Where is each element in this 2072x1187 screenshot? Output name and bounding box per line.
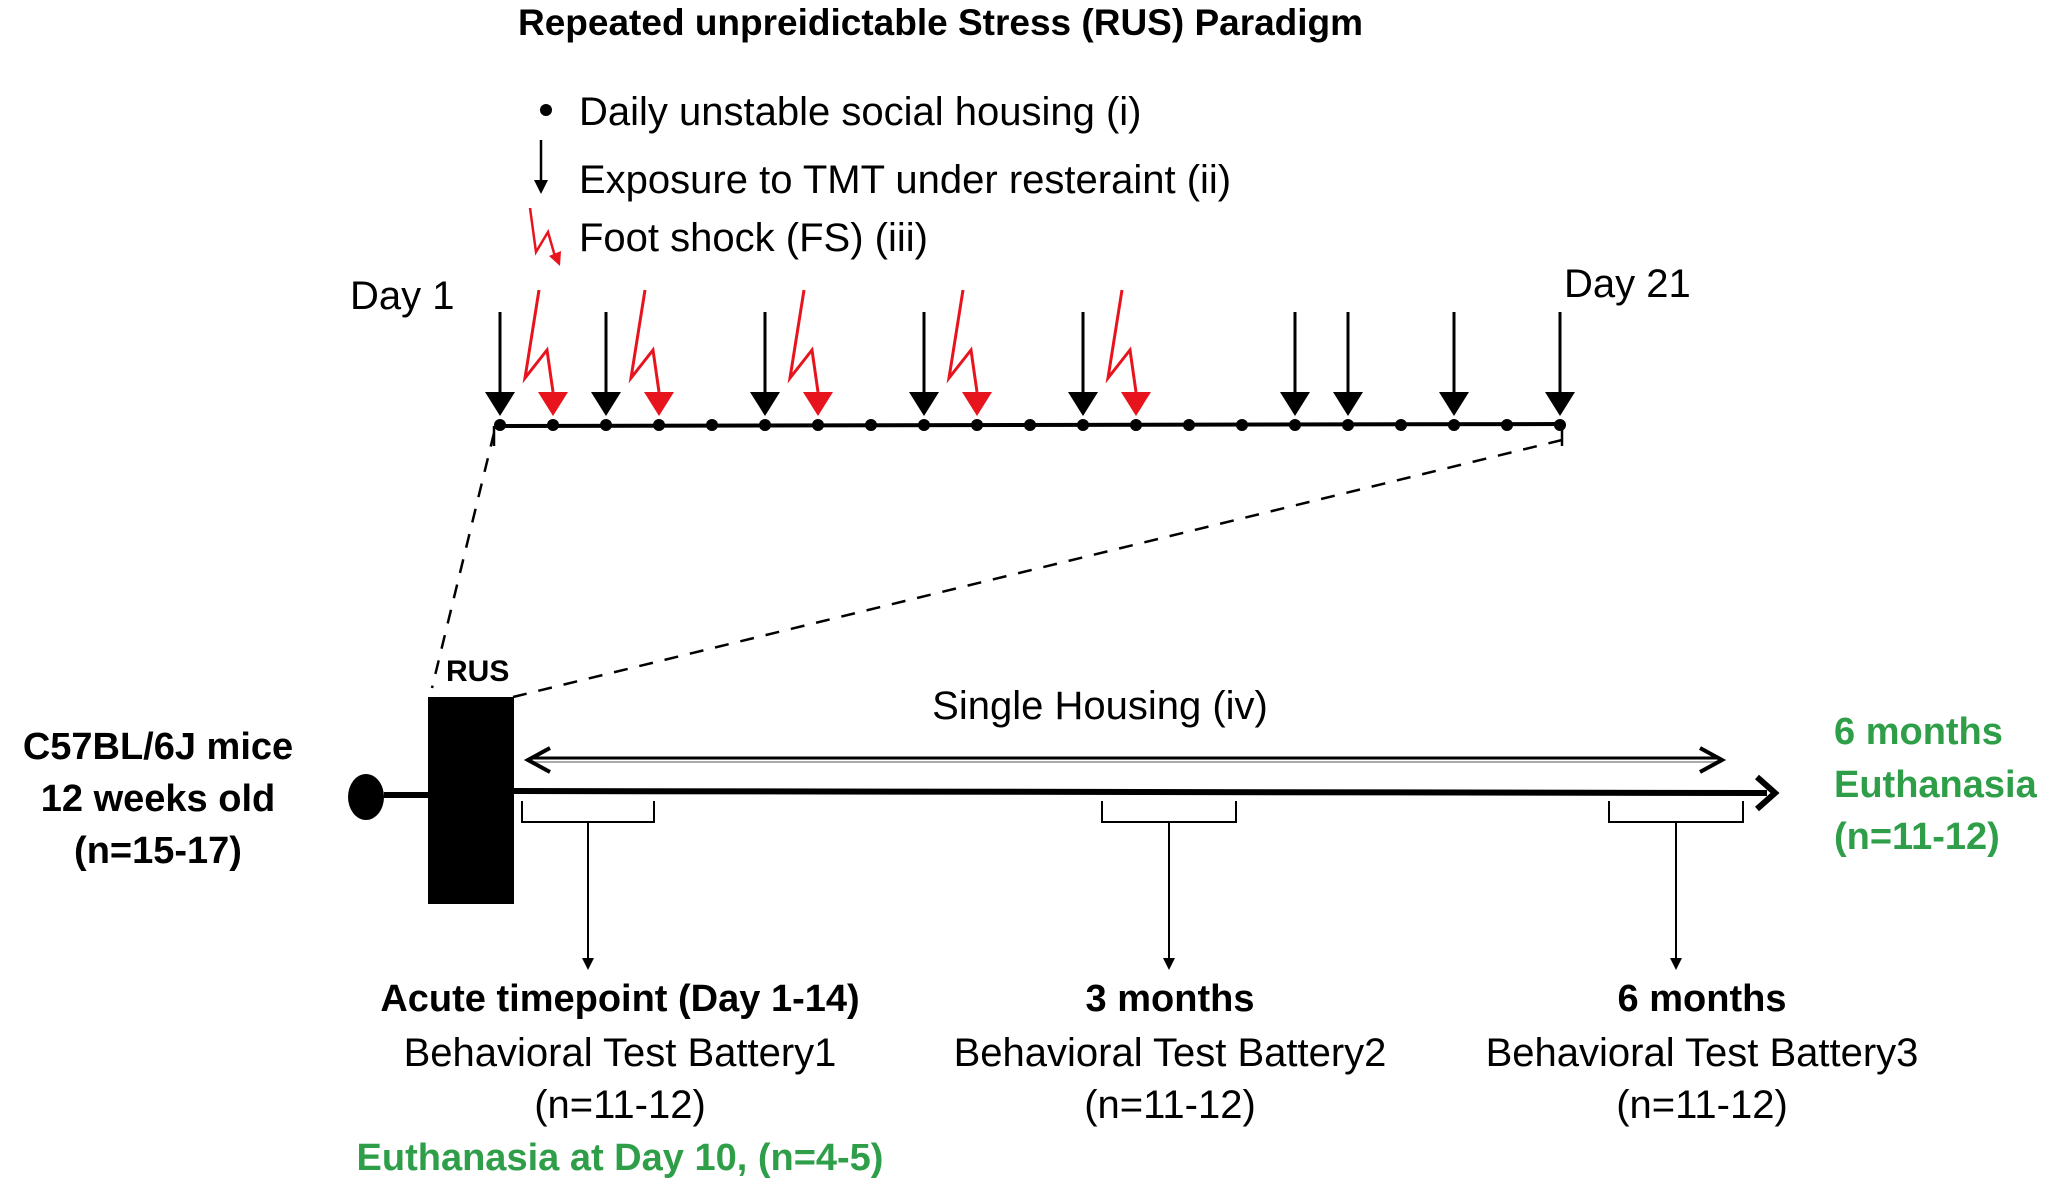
legend-lightning-icon: [528, 207, 561, 266]
day-6-dot: [759, 419, 771, 431]
day-8-dot: [865, 419, 877, 431]
timepoint-acute-euthanasia: Euthanasia at Day 10, (n=4-5): [356, 1137, 884, 1179]
day-13-dot: [1130, 419, 1142, 431]
day-20-dot: [1501, 419, 1513, 431]
foot-shock-day-4: [628, 289, 674, 416]
rus-block: [428, 697, 514, 904]
single-housing-label: Single Housing (iv): [932, 684, 1268, 728]
single-housing-arrow: [523, 746, 1727, 774]
tmt-arrow-day-16: [1280, 312, 1310, 416]
end-6-months: 6 months: [1834, 711, 2003, 753]
mice-age: 12 weeks old: [40, 778, 276, 820]
tmt-arrow-day-3: [591, 312, 621, 416]
day-21-dot: [1554, 419, 1566, 431]
end-euthanasia: Euthanasia: [1834, 764, 2037, 806]
day-7-dot: [812, 419, 824, 431]
foot-shock-day-10: [946, 289, 992, 416]
day-11-dot: [1024, 419, 1036, 431]
bracket-6-months: [1608, 801, 1744, 970]
tmt-arrow-day-12: [1068, 312, 1098, 416]
day-21-label: Day 21: [1564, 262, 1691, 306]
start-node: [348, 774, 384, 820]
foot-shock-day-2: [522, 289, 568, 416]
tmt-arrow-day-6: [750, 312, 780, 416]
day-5-dot: [706, 419, 718, 431]
legend-arrow-icon: [534, 140, 548, 194]
timepoint-3m-n: (n=11-12): [1084, 1083, 1256, 1127]
day-16-dot: [1289, 419, 1301, 431]
legend-tmt-exposure: Exposure to TMT under resteraint (ii): [579, 158, 1232, 202]
zoom-dashed-lines: [430, 432, 1563, 699]
timepoint-6m-battery: Behavioral Test Battery3: [1485, 1031, 1919, 1075]
timepoint-6m-n: (n=11-12): [1616, 1083, 1788, 1127]
mice-n: (n=15-17): [74, 830, 242, 872]
tmt-arrow-day-17: [1333, 312, 1363, 416]
day-14-dot: [1183, 419, 1195, 431]
tmt-arrow-day-21: [1545, 312, 1575, 416]
timepoint-acute-n: (n=11-12): [534, 1083, 706, 1127]
timepoint-3m-title: 3 months: [1085, 978, 1255, 1020]
day-3-dot: [600, 419, 612, 431]
bracket-acute: [521, 801, 655, 970]
foot-shock-day-7: [787, 289, 833, 416]
rus-block-label: RUS: [446, 655, 510, 688]
day-4-dot: [653, 419, 665, 431]
day-9-dot: [918, 419, 930, 431]
tmt-arrow-day-19: [1439, 312, 1469, 416]
day-10-dot: [971, 419, 983, 431]
day-2-dot: [547, 419, 559, 431]
legend-dot-icon: [540, 104, 552, 116]
day-15-dot: [1236, 419, 1248, 431]
day-19-dot: [1448, 419, 1460, 431]
mice-strain: C57BL/6J mice: [22, 726, 294, 768]
tmt-arrow-day-9: [909, 312, 939, 416]
timepoint-6m-title: 6 months: [1617, 978, 1787, 1020]
diagram-title: Repeated unpreidictable Stress (RUS) Par…: [518, 2, 1364, 43]
day-1-label: Day 1: [350, 274, 455, 318]
legend-foot-shock: Foot shock (FS) (iii): [579, 216, 928, 260]
day-18-dot: [1395, 419, 1407, 431]
main-timeline: [513, 788, 1768, 796]
day-1-dot: [494, 419, 506, 431]
bracket-3-months: [1101, 801, 1237, 970]
legend-social-housing: Daily unstable social housing (i): [579, 90, 1142, 134]
day-12-dot: [1077, 419, 1089, 431]
foot-shock-day-13: [1105, 289, 1151, 416]
timepoint-acute-title: Acute timepoint (Day 1-14): [380, 978, 860, 1020]
day-17-dot: [1342, 419, 1354, 431]
end-n: (n=11-12): [1834, 816, 2000, 858]
timepoint-3m-battery: Behavioral Test Battery2: [953, 1031, 1387, 1075]
tmt-arrow-day-1: [485, 312, 515, 416]
timepoint-acute-battery: Behavioral Test Battery1: [403, 1031, 837, 1075]
main-timeline-arrowhead: [1755, 774, 1780, 812]
